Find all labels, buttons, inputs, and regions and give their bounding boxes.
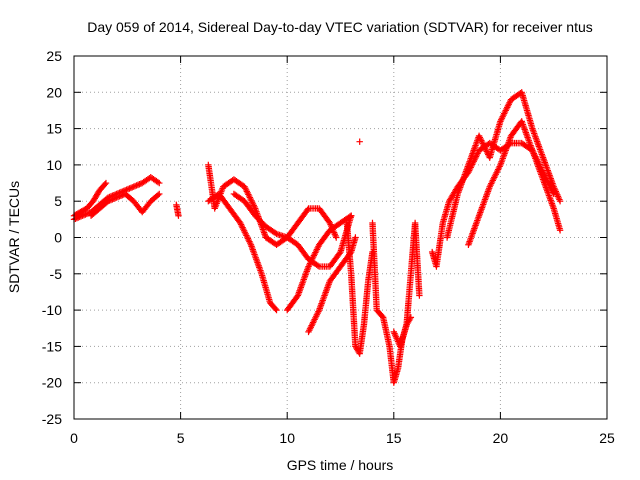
data-point	[556, 198, 564, 205]
data-point	[272, 305, 279, 313]
y-tick-label: -20	[42, 375, 62, 391]
series-s9	[305, 234, 359, 336]
y-tick-label: -10	[42, 302, 62, 318]
data-point	[416, 292, 423, 299]
data-point	[127, 184, 135, 192]
series-s6	[205, 190, 280, 314]
data-point	[106, 197, 113, 204]
data-point	[378, 312, 386, 320]
series-s10	[343, 219, 376, 357]
data-point	[113, 194, 120, 201]
series-s4	[173, 201, 182, 219]
data-point	[104, 198, 112, 205]
data-point	[304, 206, 311, 213]
data-point	[75, 214, 82, 221]
data-point	[83, 210, 90, 218]
data-point	[154, 191, 162, 199]
series-s2	[70, 174, 163, 223]
data-point	[76, 213, 83, 221]
x-tick-label: 5	[177, 430, 185, 446]
y-tick-label: 15	[46, 121, 62, 137]
data-point	[79, 212, 86, 219]
data-point	[347, 212, 355, 219]
y-tick-label: 20	[46, 84, 62, 100]
series-s5	[205, 161, 340, 248]
series-s12	[369, 219, 415, 386]
series-s16	[465, 118, 557, 248]
data-point	[130, 183, 137, 190]
y-tick-label: 25	[46, 48, 62, 64]
x-tick-label: 10	[279, 430, 295, 446]
data-point	[77, 213, 85, 220]
data-point	[550, 190, 557, 198]
data-point	[116, 193, 123, 200]
data-point	[273, 306, 280, 314]
series-s7	[230, 190, 355, 270]
y-axis-label: SDTVAR / TECUs	[6, 181, 22, 293]
data-point	[112, 194, 119, 202]
data-point	[134, 181, 142, 189]
data-point	[124, 185, 132, 193]
data-point	[314, 262, 322, 269]
data-point	[156, 179, 163, 187]
tick-labels: 0 5 10 15 20 25 25 20 15 10 5 0 -5 -10 -15 -20 -25	[42, 48, 615, 446]
x-axis-label: GPS time / hours	[287, 457, 394, 473]
data-point	[114, 193, 122, 201]
data-point	[272, 229, 279, 237]
data-point	[109, 196, 116, 203]
series-s3	[87, 190, 163, 219]
data-point	[80, 211, 88, 219]
y-tick-label: 10	[46, 157, 62, 173]
y-tick-label: 0	[54, 230, 62, 246]
data-point	[175, 212, 182, 219]
y-tick-label: -5	[50, 266, 63, 282]
x-tick-label: 15	[386, 430, 402, 446]
data-point	[356, 138, 363, 145]
data-point	[346, 213, 354, 220]
y-tick-label: 5	[54, 193, 62, 209]
data-point	[131, 182, 139, 190]
data-point	[126, 185, 133, 192]
series-s11	[356, 138, 363, 145]
data-point	[73, 214, 81, 222]
data-point	[333, 234, 340, 241]
data-point	[129, 184, 136, 191]
series-s8	[284, 212, 355, 314]
x-tick-label: 25	[599, 430, 615, 446]
data-point	[136, 181, 143, 188]
data-point	[336, 250, 343, 257]
data-point	[156, 190, 163, 198]
data-points	[70, 89, 564, 386]
data-point	[154, 178, 162, 186]
x-tick-label: 0	[70, 430, 78, 446]
data-point	[102, 179, 110, 187]
x-tick-label: 20	[493, 430, 509, 446]
data-point	[117, 192, 125, 199]
y-tick-label: -25	[42, 411, 62, 427]
data-point	[101, 181, 109, 188]
data-point	[556, 227, 564, 234]
data-point	[107, 196, 115, 204]
data-point	[82, 211, 89, 218]
series-s13	[390, 219, 423, 350]
data-point	[72, 215, 79, 222]
plot-frame	[73, 55, 608, 420]
y-tick-label: -15	[42, 338, 62, 354]
data-point	[133, 182, 140, 189]
series-s1	[70, 179, 110, 219]
chart-title: Day 059 of 2014, Sidereal Day-to-day VTE…	[87, 19, 593, 35]
data-point	[110, 195, 117, 202]
data-point	[352, 234, 359, 241]
series-s15	[443, 89, 564, 241]
